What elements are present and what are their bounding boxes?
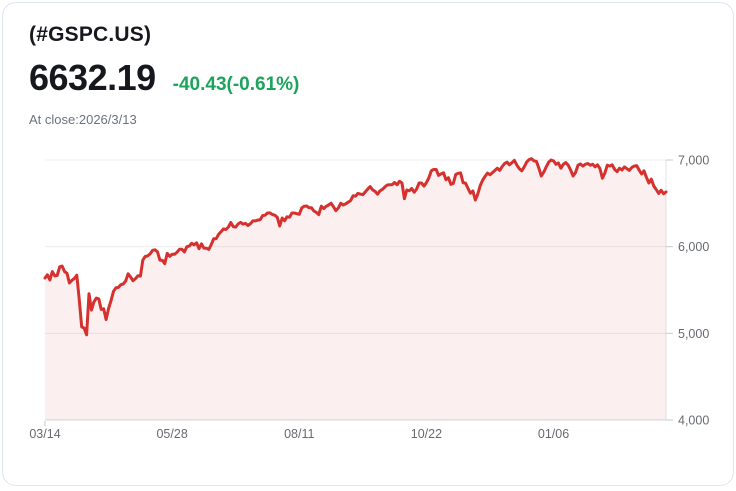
price-row: 6632.19 -40.43(-0.61%) (29, 57, 299, 99)
x-tick-label: 03/14 (29, 427, 60, 441)
price-area-chart[interactable]: 7,000 6,000 5,000 4,000 03/14 05/28 08/11 10/2… (3, 3, 736, 491)
x-tick-label: 05/28 (156, 427, 187, 441)
y-tick-label: 6,000 (678, 240, 709, 254)
at-close-timestamp: At close:2026/3/13 (29, 112, 137, 127)
y-axis-labels: 7,000 6,000 5,000 4,000 (666, 154, 709, 428)
price-line (43, 157, 668, 337)
x-tick-label: 01/06 (538, 427, 569, 441)
y-tick-label: 5,000 (678, 327, 709, 341)
y-tick-label: 4,000 (678, 414, 709, 428)
price-change: -40.43(-0.61%) (172, 74, 300, 95)
last-price: 6632.19 (29, 57, 156, 98)
x-tick-label: 08/11 (284, 427, 314, 441)
y-tick-label: 7,000 (678, 154, 709, 168)
x-tick-label: 10/22 (411, 427, 442, 441)
symbol-title: (#GSPC.US) (29, 23, 152, 46)
x-axis-labels: 03/14 05/28 08/11 10/22 01/06 (29, 421, 569, 441)
area-fill (45, 158, 666, 420)
chart-gridlines (45, 159, 667, 421)
